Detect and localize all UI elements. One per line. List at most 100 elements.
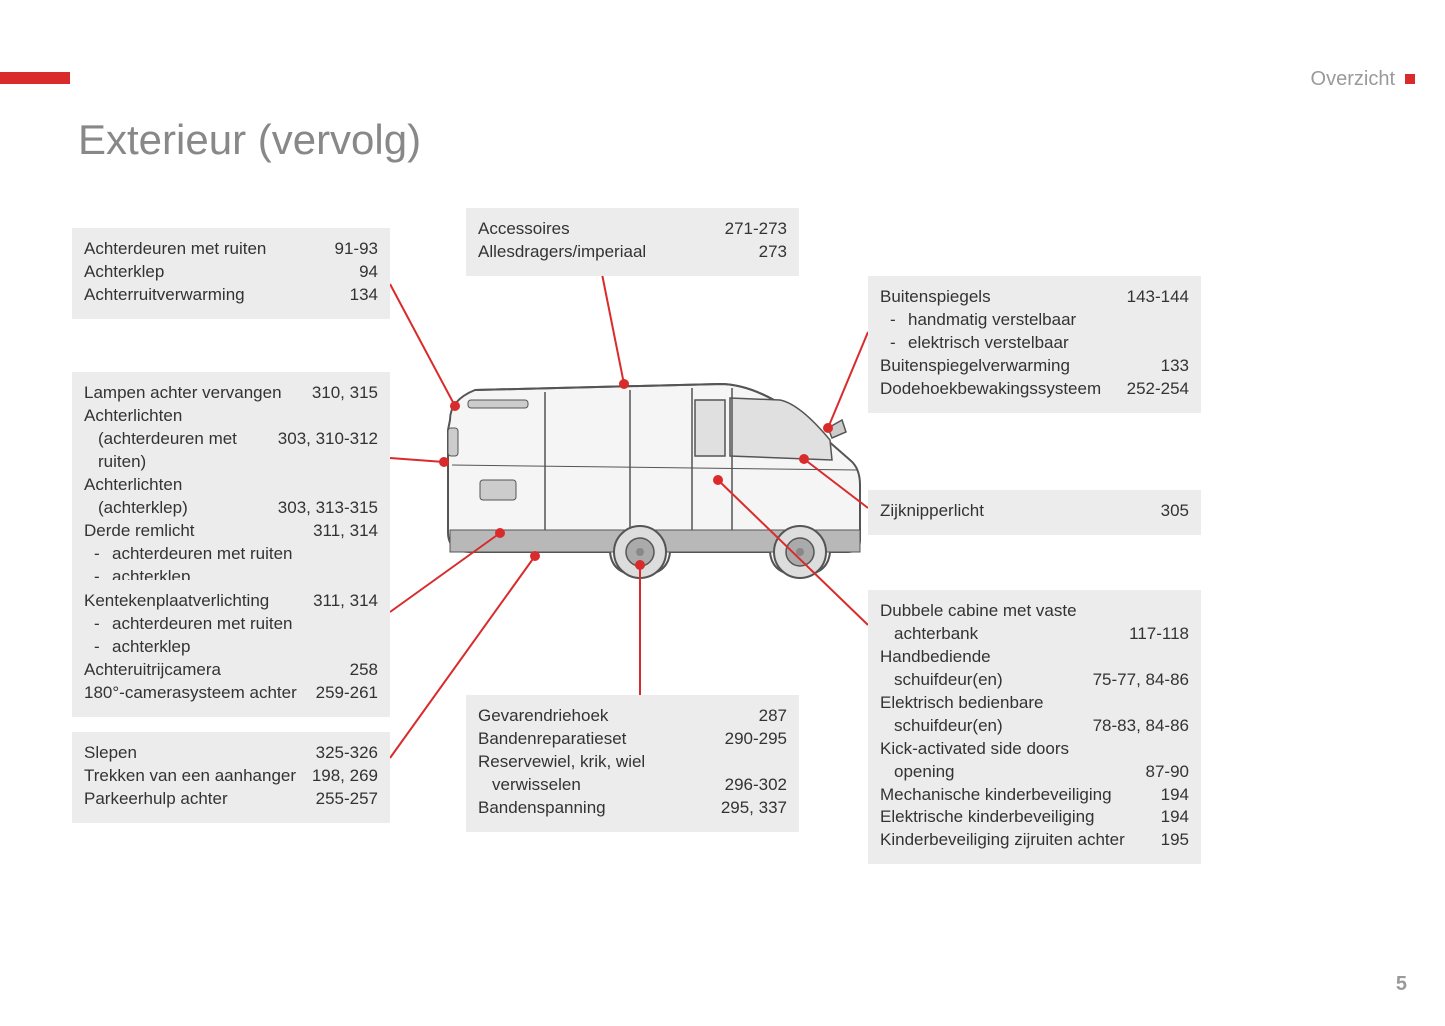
- index-row: Zijknipperlicht305: [880, 500, 1189, 523]
- accent-bar: [0, 72, 70, 84]
- index-row: Dubbele cabine met vaste: [880, 600, 1189, 623]
- index-pages: 287: [759, 705, 787, 728]
- index-pages: 296-302: [725, 774, 787, 797]
- index-label: Achterklep: [84, 261, 359, 284]
- index-row: Trekken van een aanhanger198, 269: [84, 765, 378, 788]
- index-pages: 198, 269: [312, 765, 378, 788]
- index-label: 180°-camerasysteem achter: [84, 682, 316, 705]
- index-label: Allesdragers/imperiaal: [478, 241, 759, 264]
- index-row: verwisselen296-302: [478, 774, 787, 797]
- index-label: Lampen achter vervangen: [84, 382, 312, 405]
- index-row: Buitenspiegels143-144: [880, 286, 1189, 309]
- index-label: schuifdeur(en): [880, 669, 1093, 692]
- index-pages: 134: [350, 284, 378, 307]
- index-pages: 91-93: [335, 238, 378, 261]
- index-pages: 133: [1161, 355, 1189, 378]
- index-row: Achterklep94: [84, 261, 378, 284]
- index-pages: 259-261: [316, 682, 378, 705]
- index-row: Allesdragers/imperiaal273: [478, 241, 787, 264]
- index-label: Elektrische kinderbeveiliging: [880, 806, 1161, 829]
- index-label: Buitenspiegels: [880, 286, 1127, 309]
- index-pages: 195: [1161, 829, 1189, 852]
- index-row: Accessoires271-273: [478, 218, 787, 241]
- index-row: 180°-camerasysteem achter259-261: [84, 682, 378, 705]
- van-illustration: [430, 370, 870, 600]
- index-pages: 305: [1161, 500, 1189, 523]
- index-row: achterdeuren met ruiten: [84, 543, 378, 566]
- index-pages: 194: [1161, 784, 1189, 807]
- index-pages: 295, 337: [721, 797, 787, 820]
- index-row: (achterdeuren met ruiten)303, 310-312: [84, 428, 378, 474]
- index-label: handmatig verstelbaar: [880, 309, 1189, 332]
- index-pages: 194: [1161, 806, 1189, 829]
- section-label: Overzicht: [1311, 68, 1395, 91]
- index-row: Elektrisch bedienbare: [880, 692, 1189, 715]
- index-label: schuifdeur(en): [880, 715, 1093, 738]
- index-label: Slepen: [84, 742, 316, 765]
- info-box-left1: Achterdeuren met ruiten91-93Achterklep94…: [72, 228, 390, 319]
- index-row: Handbediende: [880, 646, 1189, 669]
- index-row: Parkeerhulp achter255-257: [84, 788, 378, 811]
- index-label: opening: [880, 761, 1146, 784]
- index-label: Accessoires: [478, 218, 725, 241]
- info-box-right2: Zijknipperlicht305: [868, 490, 1201, 535]
- index-row: Achterdeuren met ruiten91-93: [84, 238, 378, 261]
- index-row: Gevarendriehoek287: [478, 705, 787, 728]
- index-pages: 310, 315: [312, 382, 378, 405]
- info-box-left3: Kentekenplaatverlichting311, 314achterde…: [72, 580, 390, 717]
- index-row: handmatig verstelbaar: [880, 309, 1189, 332]
- index-label: (achterklep): [84, 497, 278, 520]
- index-pages: 271-273: [725, 218, 787, 241]
- index-row: Derde remlicht311, 314: [84, 520, 378, 543]
- index-row: (achterklep)303, 313-315: [84, 497, 378, 520]
- index-label: Dodehoekbewakingssysteem: [880, 378, 1127, 401]
- page-number: 5: [1396, 973, 1407, 996]
- index-label: Achterdeuren met ruiten: [84, 238, 335, 261]
- index-row: Elektrische kinderbeveiliging194: [880, 806, 1189, 829]
- info-box-left2: Lampen achter vervangen310, 315Achterlic…: [72, 372, 390, 600]
- index-label: Elektrisch bedienbare: [880, 692, 1189, 715]
- index-pages: 252-254: [1127, 378, 1189, 401]
- info-box-mid_top: Accessoires271-273Allesdragers/imperiaal…: [466, 208, 799, 276]
- index-row: Reservewiel, krik, wiel: [478, 751, 787, 774]
- index-pages: 325-326: [316, 742, 378, 765]
- index-label: Dubbele cabine met vaste: [880, 600, 1189, 623]
- index-row: Kinderbeveiliging zijruiten achter195: [880, 829, 1189, 852]
- index-row: Achteruitrijcamera258: [84, 659, 378, 682]
- index-pages: 303, 313-315: [278, 497, 378, 520]
- info-box-left4: Slepen325-326Trekken van een aanhanger19…: [72, 732, 390, 823]
- index-row: Achterlichten: [84, 405, 378, 428]
- index-label: verwisselen: [478, 774, 725, 797]
- index-label: Mechanische kinderbeveiliging: [880, 784, 1161, 807]
- index-pages: 94: [359, 261, 378, 284]
- index-row: achterklep: [84, 636, 378, 659]
- index-pages: 75-77, 84-86: [1093, 669, 1189, 692]
- index-label: Trekken van een aanhanger: [84, 765, 312, 788]
- index-row: achterbank117-118: [880, 623, 1189, 646]
- index-label: Kick-activated side doors: [880, 738, 1189, 761]
- page-title: Exterieur (vervolg): [78, 116, 421, 164]
- index-row: elektrisch verstelbaar: [880, 332, 1189, 355]
- index-label: Bandenreparatieset: [478, 728, 725, 751]
- index-label: Achterlichten: [84, 474, 378, 497]
- index-row: Kick-activated side doors: [880, 738, 1189, 761]
- index-label: Parkeerhulp achter: [84, 788, 316, 811]
- index-label: Achterruitverwarming: [84, 284, 350, 307]
- index-row: Mechanische kinderbeveiliging194: [880, 784, 1189, 807]
- index-label: Achterlichten: [84, 405, 378, 428]
- index-pages: 311, 314: [313, 590, 378, 613]
- index-pages: 87-90: [1146, 761, 1189, 784]
- index-label: Kinderbeveiliging zijruiten achter: [880, 829, 1161, 852]
- index-row: Kentekenplaatverlichting311, 314: [84, 590, 378, 613]
- index-pages: 117-118: [1129, 623, 1189, 646]
- index-label: achterklep: [84, 636, 378, 659]
- index-row: opening87-90: [880, 761, 1189, 784]
- index-row: schuifdeur(en)78-83, 84-86: [880, 715, 1189, 738]
- index-label: (achterdeuren met ruiten): [84, 428, 278, 474]
- index-pages: 78-83, 84-86: [1093, 715, 1189, 738]
- index-row: Slepen325-326: [84, 742, 378, 765]
- section-marker: [1405, 74, 1415, 84]
- index-pages: 258: [350, 659, 378, 682]
- index-label: Bandenspanning: [478, 797, 721, 820]
- index-row: Bandenspanning295, 337: [478, 797, 787, 820]
